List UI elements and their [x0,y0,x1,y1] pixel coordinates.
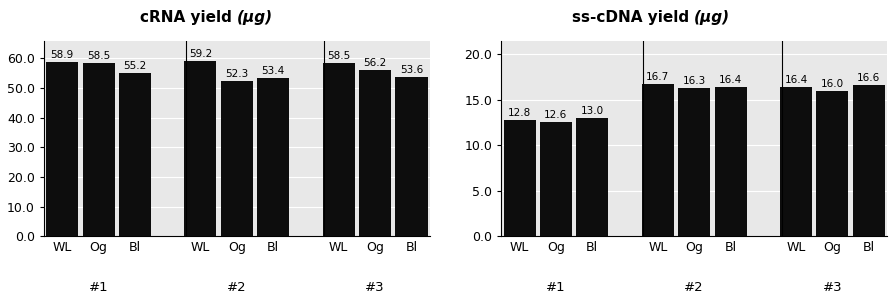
Text: 53.6: 53.6 [400,65,423,75]
Text: #1: #1 [89,281,108,294]
Text: 16.0: 16.0 [821,79,844,89]
Bar [540,122,572,236]
Bar [119,73,151,236]
Bar [853,85,885,236]
Text: 12.8: 12.8 [508,108,531,118]
Bar [46,62,78,236]
Bar [679,88,710,236]
Bar [780,87,812,236]
Text: #1: #1 [546,281,566,294]
Bar [359,70,392,236]
Text: 52.3: 52.3 [225,69,249,79]
Text: 16.4: 16.4 [719,75,742,85]
Text: 58.5: 58.5 [87,51,110,61]
Bar [323,63,355,236]
Bar [816,91,848,236]
Text: 58.9: 58.9 [51,50,74,60]
Text: cRNA yield: cRNA yield [139,10,237,25]
Text: ss-cDNA yield: ss-cDNA yield [572,10,694,25]
Bar [184,61,216,236]
Text: #2: #2 [685,281,704,294]
Text: 16.3: 16.3 [682,76,706,86]
Text: 58.5: 58.5 [327,51,350,61]
Bar [577,118,608,236]
Bar [642,84,674,236]
Text: 16.7: 16.7 [646,72,670,82]
Text: (μg): (μg) [237,10,273,25]
Bar [714,87,746,236]
Text: #3: #3 [366,281,385,294]
Bar [82,63,114,236]
Bar [395,77,427,236]
Text: #3: #3 [822,281,842,294]
Text: 16.6: 16.6 [857,73,881,83]
Text: 16.4: 16.4 [784,75,807,85]
Text: 59.2: 59.2 [189,49,212,59]
Text: 12.6: 12.6 [544,110,568,120]
Bar [257,78,290,236]
Bar [221,81,253,236]
Text: (μg): (μg) [694,10,730,25]
Text: 56.2: 56.2 [364,58,387,68]
Text: 13.0: 13.0 [581,106,603,116]
Bar [503,120,536,236]
Text: #2: #2 [227,281,247,294]
Text: 53.4: 53.4 [262,66,285,76]
Text: 55.2: 55.2 [123,61,147,71]
